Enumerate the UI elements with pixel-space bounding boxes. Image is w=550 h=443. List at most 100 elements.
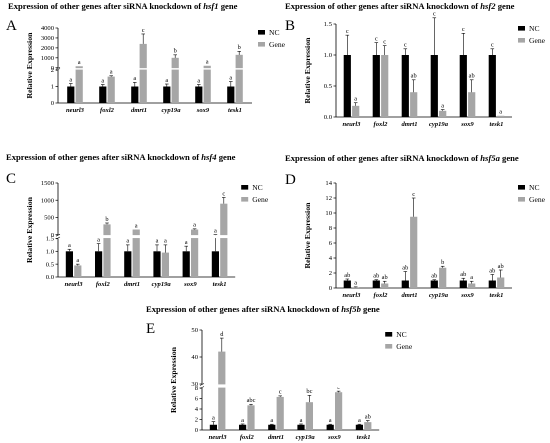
legend-label-nc: NC [529,183,540,192]
x-tick-label: neurl3 [343,121,362,128]
significance-label: b [238,44,241,51]
significance-label: c [279,389,282,396]
x-tick-label: cyp19a [161,107,181,114]
y-tick-label: 50 [191,327,198,334]
title-suffix: gene [361,304,380,314]
category-group-tesk1: c a tesk1 [488,42,505,128]
significance-label: a [212,414,215,421]
title-gene: hsf5a [480,153,500,163]
bar-gene [191,229,199,277]
bar-nc [65,251,73,277]
bar-nc [227,86,235,103]
panel-label: A [6,18,17,34]
y-axis-label: Relative Expression [25,196,34,263]
title-gene: hsf4 [201,152,217,162]
bar-nc [297,424,305,430]
significance-label: a [156,238,159,245]
category-group-dmrt1: a c dmrt1 [268,389,284,441]
category-group-sox9: ab a sox9 [459,271,476,299]
y-tick-label: 1000 [41,197,55,204]
significance-label: d [220,331,224,338]
bar-nc [372,280,380,288]
break-mark [55,233,61,237]
legend-swatch-nc [241,185,249,190]
x-tick-label: sox9 [327,434,341,441]
category-group-neurl3: a a neurl3 [66,59,85,114]
y-tick-label: 4000 [41,25,55,32]
y-tick-label: 30 [191,381,198,388]
panel-label: C [6,171,16,187]
significance-label: a [300,417,303,424]
y-tick-label: 0 [51,65,55,72]
x-tick-label: cyp19a [429,292,449,299]
category-group-dmrt1: a c dmrt1 [131,27,147,114]
panel-e: Expression of other genes after siRNA kn… [146,304,413,441]
legend: NC Gene [241,183,269,204]
title-prefix: Expression of other genes after siRNA kn… [285,1,480,11]
break-mark [199,386,205,389]
legend-label-gene: Gene [529,195,546,204]
title-suffix: gene [219,1,238,11]
y-tick-label: 8 [195,385,199,392]
significance-label: ab [365,413,371,420]
legend-swatch-nc [518,26,525,31]
category-group-sox9: acsox9 [326,384,343,441]
significance-label: a [165,77,168,84]
bar-gene [107,76,115,103]
y-tick-label: 0.5 [324,83,333,90]
category-group-foxl2: a abc foxl2 [239,397,256,441]
y-tick-label: 1.5 [46,236,55,243]
bar-nc [343,280,351,288]
panel-title: Expression of other genes after siRNA kn… [285,1,515,11]
legend-label-gene: Gene [252,195,269,204]
bar-nc [343,55,351,117]
title-suffix: gene [217,152,236,162]
panel-c: Expression of other genes after siRNA kn… [6,152,269,288]
category-group-foxl2: aa foxl2 [99,69,115,114]
x-tick-label: foxl2 [96,281,111,288]
category-group-tesk1: a c tesk1 [211,190,228,288]
significance-label: ab [382,274,388,281]
significance-label: abc [247,397,256,404]
panel-title: Expression of other genes after siRNA kn… [146,304,380,314]
legend-swatch-gene [258,42,265,47]
significance-label: b [105,216,108,223]
significance-label: a [133,75,136,82]
panel-title: Expression of other genes after siRNA kn… [285,153,519,163]
significance-label: c [412,191,415,198]
x-tick-label: dmrt1 [401,292,417,299]
y-tick-label: 14 [325,180,332,187]
title-prefix: Expression of other genes after siRNA kn… [8,1,203,11]
category-group-neurl3: c a neurl3 [343,28,362,128]
legend-label-gene: Gene [529,36,546,45]
bar-gene [74,265,82,277]
x-tick-label: tesk1 [213,281,227,288]
significance-label: ab [411,73,417,80]
significance-label: a [110,69,113,76]
x-tick-label: tesk1 [228,107,242,114]
category-group-tesk1: a b tesk1 [227,44,243,114]
significance-label: bc [306,388,312,395]
bar-nc [67,86,75,103]
panel-d: Expression of other genes after siRNA kn… [285,153,546,299]
significance-label: a [76,257,79,264]
panel-title: Expression of other genes after siRNA kn… [8,1,238,11]
bar-nc [372,55,380,117]
y-tick-label: 1 [51,84,54,91]
y-tick-label: 1.0 [324,52,333,59]
significance-label: ab [431,273,437,280]
significance-label: ab [402,264,408,271]
bar-nc [459,280,467,288]
bar-gene [335,392,343,430]
bar-nc [195,86,203,103]
y-axis-label: Relative Expression [25,32,34,99]
legend-label-nc: NC [269,28,280,37]
significance-label: c [433,11,436,18]
title-suffix: gene [496,1,515,11]
bar-gene [410,216,418,288]
title-prefix: Expression of other genes after siRNA kn… [6,152,201,162]
x-tick-label: neurl3 [66,107,85,114]
title-suffix: gene [500,153,519,163]
significance-label: a [101,77,104,84]
y-tick-label: 0 [51,232,55,239]
